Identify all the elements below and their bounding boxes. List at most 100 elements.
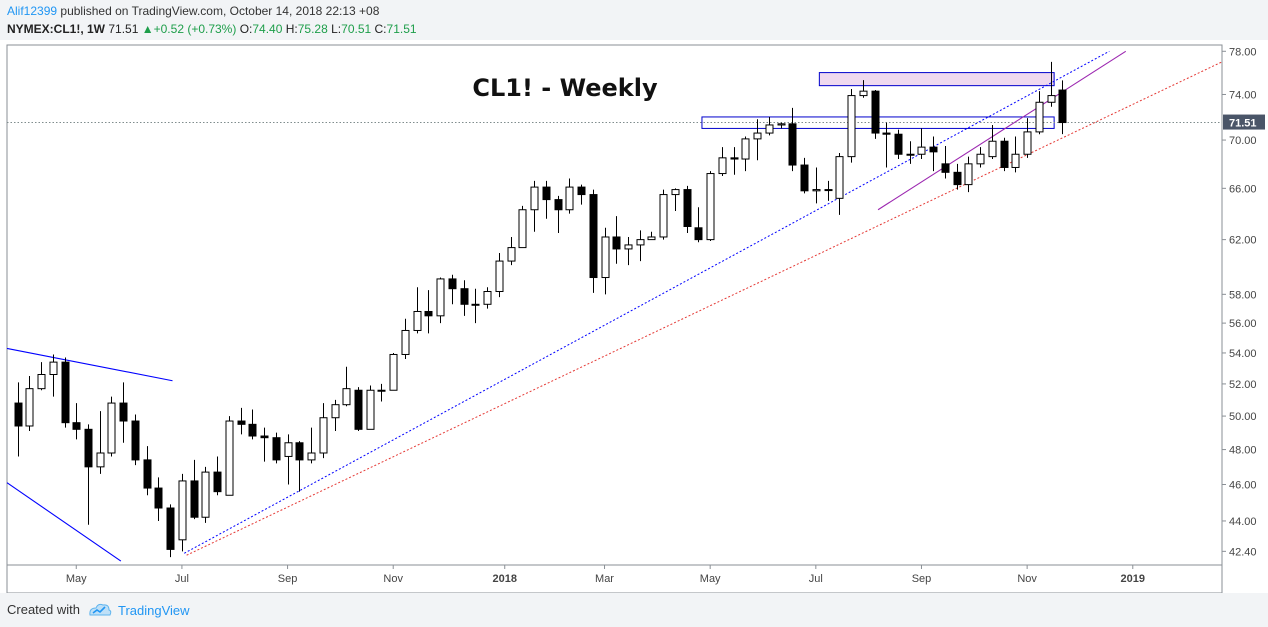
candle-body — [377, 389, 386, 392]
tradingview-name[interactable]: TradingView — [118, 602, 190, 618]
candle-body — [612, 236, 621, 250]
symbol-info: NYMEX:CL1!, 1W 71.51 ▲+0.52 (+0.73%) O:7… — [7, 22, 417, 36]
candle — [694, 207, 703, 243]
x-tick-label: May — [700, 573, 721, 585]
candle-body — [577, 186, 586, 196]
chart-footer: Created with TradingView — [0, 593, 1268, 627]
candle-body — [1058, 89, 1067, 124]
candle-body — [178, 480, 187, 541]
candle — [929, 136, 938, 172]
candle — [1058, 80, 1067, 135]
candle-body — [260, 435, 269, 439]
candle — [424, 290, 433, 334]
blue-trendline — [184, 50, 1110, 554]
candle — [953, 163, 962, 190]
candle — [577, 184, 586, 205]
x-tick-label: Nov — [1017, 573, 1037, 585]
candle — [788, 107, 797, 172]
candle — [107, 396, 116, 457]
candle — [835, 153, 844, 215]
candle-body — [389, 353, 398, 391]
candle — [706, 171, 715, 241]
candle — [366, 385, 375, 430]
tradingview-brand[interactable]: TradingView — [88, 601, 190, 619]
x-tick-label: 2018 — [492, 573, 516, 585]
candle-body — [331, 404, 340, 419]
candle — [1023, 118, 1032, 158]
candle — [659, 189, 668, 240]
x-tick-label: Jul — [175, 573, 189, 585]
candle — [190, 459, 199, 520]
candle-body — [342, 388, 351, 406]
candle-body — [1023, 131, 1032, 155]
candle — [812, 167, 821, 204]
candle-body — [84, 428, 93, 468]
candle — [25, 376, 34, 431]
candle-body — [166, 507, 175, 550]
candle-body — [37, 374, 46, 390]
candle — [530, 180, 539, 232]
purple-trendline — [877, 50, 1127, 211]
chart-area[interactable]: 78.00 74.00 70.00 66.00 62.00 58.00 56.00 54.00… — [0, 40, 1268, 593]
candle — [14, 382, 23, 457]
x-tick-label: Mar — [595, 573, 614, 585]
candle — [37, 362, 46, 391]
y-tick-label: 70.00 — [1229, 135, 1257, 147]
candle-body — [530, 186, 539, 211]
candle — [401, 318, 410, 360]
candle — [824, 180, 833, 201]
candle-body — [882, 132, 891, 135]
candle-body — [49, 361, 58, 376]
candle — [213, 456, 222, 496]
price-chart[interactable]: 78.00 74.00 70.00 66.00 62.00 58.00 56.00 54.00… — [0, 40, 1268, 593]
candle — [730, 147, 739, 175]
candle-body — [307, 452, 316, 461]
candle-body — [319, 417, 328, 454]
author-link[interactable]: Alif12399 — [7, 4, 58, 18]
lower-wedge-line — [6, 482, 122, 562]
candle — [507, 236, 516, 266]
candle-body — [671, 189, 680, 196]
candle — [871, 90, 880, 139]
created-with-text: Created with — [7, 602, 80, 617]
candle — [518, 205, 527, 249]
high-label: H: — [285, 22, 298, 36]
y-tick-label: 42.40 — [1229, 546, 1257, 558]
candle-body — [366, 389, 375, 430]
candle-body — [824, 189, 833, 192]
candle — [753, 119, 762, 161]
candle-body — [225, 420, 234, 496]
candle-body — [542, 186, 551, 201]
candle-body — [354, 389, 363, 430]
candle-body — [647, 236, 656, 241]
candle-body — [812, 189, 821, 192]
candle — [741, 136, 750, 172]
candle-body — [1000, 140, 1009, 168]
candle-body — [284, 442, 293, 457]
close-value: 71.51 — [386, 22, 417, 36]
candle-body — [859, 90, 868, 97]
candle — [413, 287, 422, 334]
candle-body — [941, 163, 950, 173]
symbol-name[interactable]: NYMEX:CL1!, 1W — [7, 22, 106, 36]
candle — [96, 411, 105, 474]
candle-body — [25, 388, 34, 427]
candle — [237, 407, 246, 435]
y-tick-label: 44.00 — [1229, 516, 1257, 528]
candle — [471, 288, 480, 324]
candle-body — [601, 236, 610, 279]
red-trendline — [186, 61, 1223, 556]
candle-body — [917, 146, 926, 155]
candle — [1011, 136, 1020, 173]
candle — [847, 88, 856, 163]
candle — [917, 128, 926, 160]
candle-body — [871, 90, 880, 134]
price-change: +0.52 (+0.73%) — [153, 22, 237, 36]
candle-body — [436, 278, 445, 317]
candle-body — [753, 132, 762, 140]
close-label: C: — [374, 22, 387, 36]
candle-body — [589, 194, 598, 279]
candle-body — [131, 420, 140, 461]
candle — [448, 274, 457, 305]
candle — [859, 80, 868, 98]
